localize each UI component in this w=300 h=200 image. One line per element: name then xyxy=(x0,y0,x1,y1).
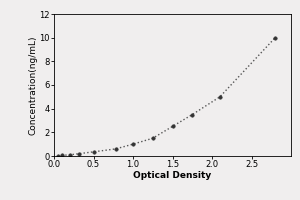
X-axis label: Optical Density: Optical Density xyxy=(134,171,212,180)
Y-axis label: Concentration(ng/mL): Concentration(ng/mL) xyxy=(29,35,38,135)
